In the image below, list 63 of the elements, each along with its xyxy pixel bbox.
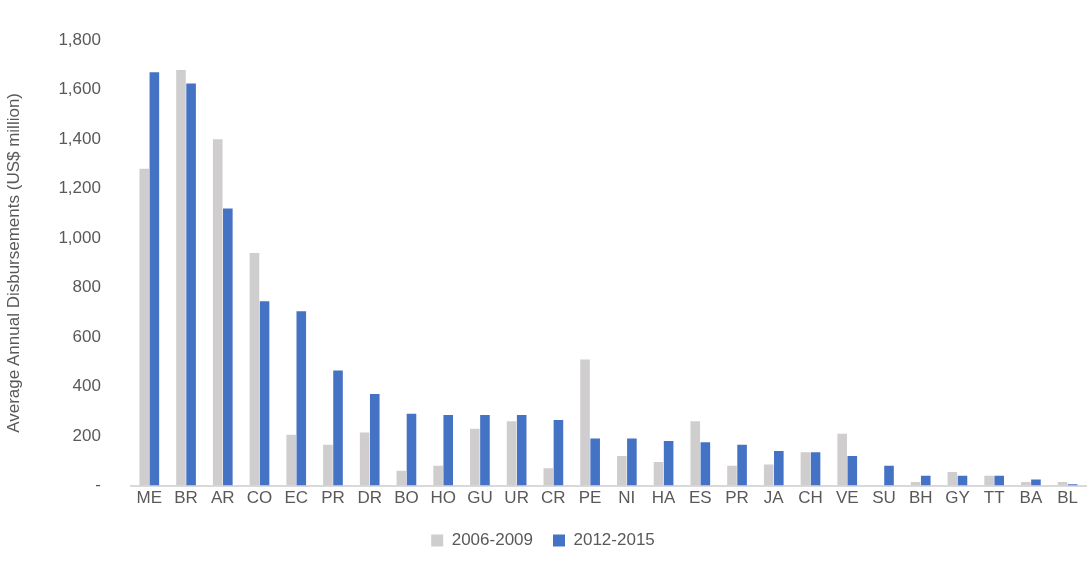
bar [369, 394, 380, 486]
bar [994, 475, 1005, 486]
x-tick-label: TT [983, 488, 1005, 508]
bar [774, 450, 784, 486]
x-tick-label: BR [174, 488, 198, 508]
bar [590, 438, 600, 486]
bar [223, 208, 233, 486]
y-tick-label: 400 [72, 376, 101, 396]
x-tick-label: NI [618, 488, 636, 508]
bar [406, 413, 417, 486]
y-tick-label: 1,600 [58, 79, 101, 99]
y-tick-label: 1,400 [58, 128, 101, 148]
x-tick-label: PR [321, 488, 345, 508]
y-tick-label: - [95, 475, 101, 495]
x-tick-label: BH [908, 488, 933, 508]
x-tick-label: ES [688, 488, 712, 508]
x-tick-label: UR [504, 488, 529, 508]
bar [480, 415, 490, 486]
x-tick-label: HA [651, 488, 677, 508]
bar [700, 442, 711, 486]
x-tick-label: BO [394, 488, 419, 508]
bar [443, 415, 454, 486]
y-tick-label: 200 [72, 425, 101, 445]
bar [333, 370, 343, 486]
x-tick-label: AR [210, 488, 235, 508]
x-tick-label: CO [246, 488, 273, 508]
bar [553, 420, 564, 486]
bar [259, 301, 270, 486]
x-tick-label: PE [578, 488, 602, 508]
x-tick-label: PR [725, 488, 749, 508]
x-tick-label: GU [467, 488, 493, 508]
bar [884, 465, 894, 486]
y-tick-label: 1,800 [58, 29, 101, 49]
x-tick-label: ME [136, 488, 163, 508]
x-tick-label: GY [945, 488, 970, 508]
x-tick-label: BA [1019, 488, 1043, 508]
x-tick-label: SU [872, 488, 896, 508]
legend-label: 2006-2009 [451, 530, 534, 550]
y-tick-label: 1,200 [58, 178, 101, 198]
bar [663, 441, 674, 486]
y-axis-title: Average Annual Disbursements (US$ million) [3, 92, 23, 433]
bar [627, 438, 637, 486]
x-tick-label: CR [541, 488, 566, 508]
bar [1031, 479, 1041, 486]
bar [920, 475, 931, 486]
y-tick-label: 800 [72, 277, 101, 297]
x-tick-label: HO [430, 488, 456, 508]
x-tick-label: CH [798, 488, 823, 508]
bar [516, 415, 527, 486]
x-tick-label: BL [1057, 488, 1079, 508]
x-tick-label: VE [835, 488, 859, 508]
y-tick-label: 1,000 [58, 227, 101, 247]
x-tick-label: EC [284, 488, 309, 508]
y-tick-label: 600 [72, 326, 101, 346]
bar [296, 311, 307, 486]
legend-label: 2012-2015 [573, 530, 655, 550]
x-tick-label: JA [763, 488, 785, 508]
bar [810, 452, 821, 486]
bar [847, 455, 858, 486]
bar [149, 72, 160, 486]
x-tick-label: DR [357, 488, 382, 508]
bar [186, 83, 196, 486]
bar [737, 444, 747, 486]
